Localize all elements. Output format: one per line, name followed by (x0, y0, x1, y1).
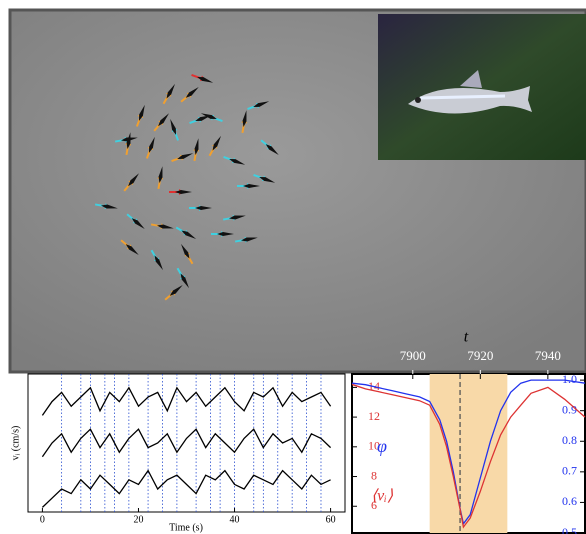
x-tick-label: 20 (133, 514, 143, 525)
x-tick-label: 7920 (467, 348, 493, 363)
y2-tick-label: 0.6 (562, 494, 577, 508)
x-tick-label: 7940 (535, 348, 561, 363)
y-tick-label: 12 (368, 409, 380, 423)
y-axis-label: vᵢ (cm/s) (10, 426, 21, 461)
y-tick-label: 8 (371, 468, 377, 482)
shaded-interval (430, 374, 508, 533)
x-tick-label: 0 (40, 514, 45, 525)
y2-tick-label: 0.9 (562, 402, 577, 416)
x-tick-label: 40 (230, 514, 240, 525)
series-label: φ (377, 436, 387, 456)
x-tick-label: 60 (326, 514, 336, 525)
top-axis-label: t (464, 329, 469, 346)
x-tick-label: 7900 (400, 348, 426, 363)
y2-tick-label: 0.5 (562, 525, 577, 534)
series-label: ⟨vᵢ⟩ (371, 488, 394, 505)
x-axis-label: Time (s) (169, 522, 203, 533)
shade-group (430, 374, 508, 533)
left-axes (28, 374, 345, 512)
figure: Time (s) vᵢ (cm/s) t 0 20 40 60 7900 7920 7940… (0, 0, 586, 534)
page: {"chart_data": [ {"type": "line", "xlabe… (0, 0, 586, 534)
y2-tick-label: 0.7 (562, 464, 577, 478)
y2-tick-label: 0.8 (562, 433, 577, 447)
inset-photo (378, 14, 586, 160)
y2-tick-label: 1.0 (562, 372, 577, 386)
